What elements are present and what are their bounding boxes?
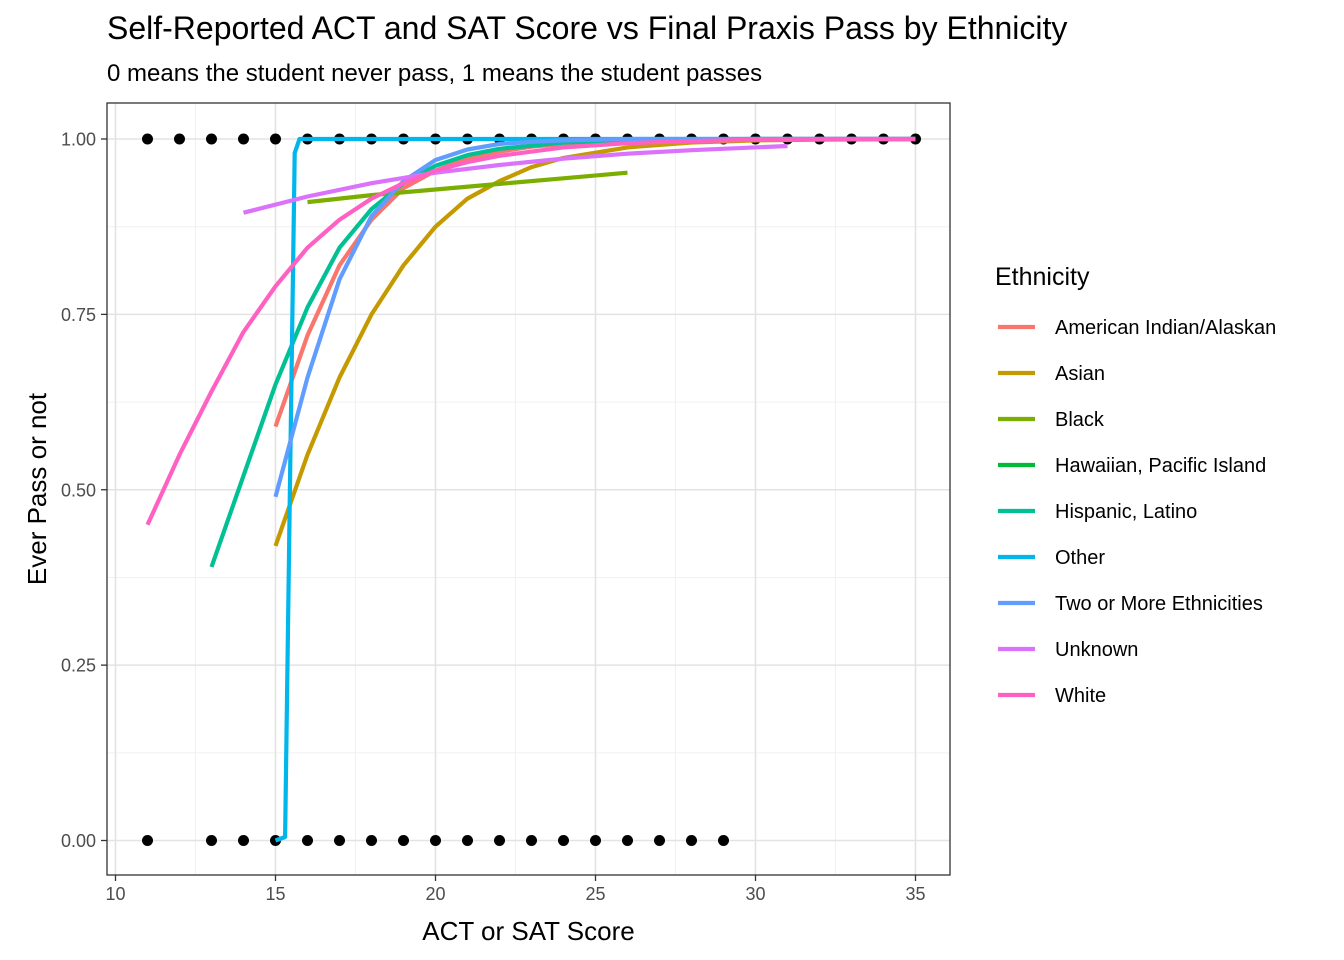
chart-subtitle: 0 means the student never pass, 1 means … <box>107 60 763 87</box>
data-point-fail <box>366 835 377 846</box>
legend-label-hispanic-latino: Hispanic, Latino <box>1055 501 1197 523</box>
data-point-fail <box>398 835 409 846</box>
series-line-white <box>145 136 916 526</box>
legend-title: Ethnicity <box>995 263 1090 291</box>
data-point-fail <box>238 835 249 846</box>
y-tick-label: 0.25 <box>61 656 96 676</box>
data-point-pass <box>270 133 281 145</box>
data-point-fail <box>462 835 473 846</box>
plot-border <box>106 102 951 876</box>
x-tick-label: 25 <box>585 884 605 904</box>
data-point-fail <box>430 835 441 846</box>
legend-label-asian: Asian <box>1055 363 1105 385</box>
data-point-pass <box>206 133 217 145</box>
y-axis-title: Ever Pass or not <box>22 392 52 585</box>
fit-lines <box>145 136 916 843</box>
legend: Ethnicity American Indian/Alaskan Asian Bl… <box>995 263 1276 707</box>
data-point-fail <box>558 835 569 846</box>
legend-label-american-indian-alaskan: American Indian/Alaskan <box>1055 317 1276 339</box>
x-axis-title: ACT or SAT Score <box>422 916 634 946</box>
y-tick-label: 0.00 <box>61 831 96 851</box>
x-tick-label: 15 <box>265 884 285 904</box>
x-tick-label: 30 <box>745 884 765 904</box>
data-point-fail <box>302 835 313 846</box>
data-point-pass <box>142 133 153 145</box>
data-point-pass <box>174 133 185 145</box>
x-tick-label: 35 <box>905 884 925 904</box>
data-point-fail <box>526 835 537 846</box>
x-tick-label: 20 <box>425 884 445 904</box>
data-point-fail <box>334 835 345 846</box>
data-point-fail <box>206 835 217 846</box>
series-line-unknown <box>242 143 788 215</box>
data-point-fail <box>494 835 505 846</box>
legend-label-other: Other <box>1055 547 1105 569</box>
chart-title: Self-Reported ACT and SAT Score vs Final… <box>107 10 1068 46</box>
x-tick-label: 10 <box>105 884 125 904</box>
legend-label-unknown: Unknown <box>1055 639 1138 661</box>
legend-label-white: White <box>1055 685 1106 707</box>
y-tick-label: 0.50 <box>61 480 96 500</box>
legend-label-black: Black <box>1055 409 1105 431</box>
axes: 10 15 20 25 30 35 0.00 0.25 0.50 0.75 1.00 <box>61 130 926 905</box>
data-point-fail <box>622 835 633 846</box>
y-tick-label: 0.75 <box>61 305 96 325</box>
data-point-pass <box>238 133 249 145</box>
data-point-fail <box>590 835 601 846</box>
y-tick-label: 1.00 <box>61 130 96 150</box>
series-line-black <box>307 170 628 205</box>
data-point-fail <box>654 835 665 846</box>
legend-label-two-or-more-ethnicities: Two or More Ethnicities <box>1055 593 1263 615</box>
data-point-fail <box>142 835 153 846</box>
data-point-fail <box>718 835 729 846</box>
data-point-fail <box>686 835 697 846</box>
legend-label-hawaiian-pacific-island: Hawaiian, Pacific Island <box>1055 455 1266 477</box>
